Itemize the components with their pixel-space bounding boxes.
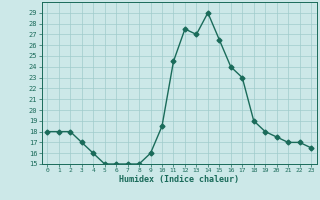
X-axis label: Humidex (Indice chaleur): Humidex (Indice chaleur) xyxy=(119,175,239,184)
